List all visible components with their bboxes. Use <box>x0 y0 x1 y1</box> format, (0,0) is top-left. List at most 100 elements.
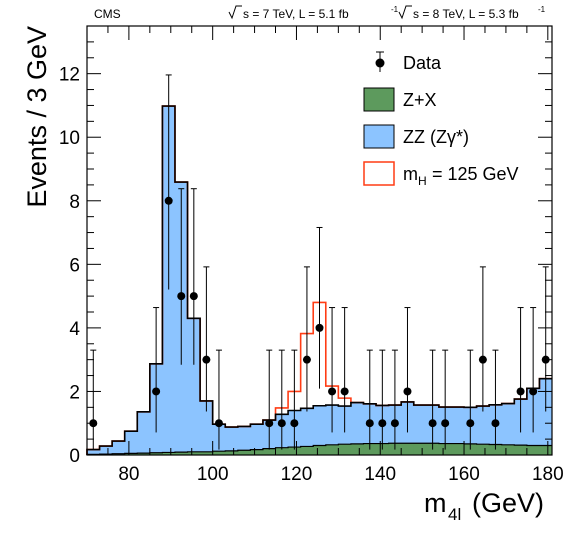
zx-bar <box>401 443 415 455</box>
y-tick-label: 10 <box>59 128 80 149</box>
x-tick-label: 160 <box>448 464 480 485</box>
zx-bar <box>501 444 515 455</box>
experiment-label: CMS <box>94 7 121 21</box>
zz-bar <box>350 402 364 444</box>
zx-bar <box>451 443 465 455</box>
y-tick-label: 6 <box>69 255 80 276</box>
legend-item-higgs: m H = 125 GeV <box>363 161 519 188</box>
data-point <box>365 419 374 428</box>
data-point <box>378 419 387 428</box>
legend-item-zz: ZZ (Zγ*) <box>363 124 469 149</box>
data-point <box>441 419 450 428</box>
zz-bar <box>300 408 314 447</box>
x-tick-label: 120 <box>281 464 313 485</box>
svg-text:m: m <box>424 488 447 518</box>
data-point <box>189 292 198 301</box>
zx-bar <box>325 444 339 455</box>
data-point <box>265 419 274 428</box>
zx-bar <box>288 447 302 455</box>
zx-bar <box>514 445 528 455</box>
data-points <box>89 74 550 450</box>
zx-bar <box>162 452 176 455</box>
zx-bar <box>350 443 364 455</box>
legend: Data Z+X ZZ (Zγ*) m H = 125 GeV <box>363 51 519 188</box>
zz-bar <box>87 449 100 455</box>
zz-bar <box>225 427 239 451</box>
data-point <box>516 387 525 396</box>
zz-bar <box>313 405 327 446</box>
zx-bar <box>338 444 352 455</box>
zz-bar <box>501 403 515 445</box>
energy-label-8tev: s = 8 TeV, L = 5.3 fb -1 <box>398 5 546 21</box>
svg-text:-1: -1 <box>538 5 546 14</box>
data-point <box>466 419 475 428</box>
svg-text:Data: Data <box>403 53 442 73</box>
zx-bar <box>112 453 126 455</box>
svg-text:m: m <box>403 164 418 184</box>
axis-tick-labels: 80 100 120 140 160 180 0 2 4 6 8 10 12 <box>59 65 564 485</box>
axis-ticks <box>86 26 552 456</box>
zz-bar <box>137 411 151 454</box>
legend-item-data: Data <box>375 51 442 73</box>
zx-bar <box>174 452 188 455</box>
zx-bar <box>300 446 314 455</box>
zx-bar <box>313 445 327 455</box>
zx-bar <box>124 453 138 455</box>
data-point <box>529 387 538 396</box>
zx-bar <box>539 445 553 455</box>
data-point <box>390 419 399 428</box>
zz-bar <box>451 407 465 444</box>
x-tick-label: 180 <box>532 464 564 485</box>
data-point <box>152 387 161 396</box>
data-point <box>340 387 349 396</box>
y-tick-label: 8 <box>69 192 80 213</box>
zx-bar <box>250 449 264 455</box>
energy-label-7tev: s = 7 TeV, L = 5.1 fb -1 <box>228 5 399 21</box>
zz-bar <box>250 424 264 450</box>
zz-bar <box>124 431 138 454</box>
y-tick-label: 4 <box>69 319 80 340</box>
y-tick-label: 12 <box>59 65 80 86</box>
plot-frame <box>86 25 553 456</box>
y-axis-title: Events / 3 GeV <box>22 26 52 208</box>
svg-text:(GeV): (GeV) <box>472 488 544 518</box>
data-point <box>290 419 299 428</box>
zz-bar <box>413 405 427 444</box>
zz-bar <box>187 318 201 452</box>
zz-bar <box>476 406 490 445</box>
zz-bar <box>99 446 113 455</box>
zx-bar <box>200 451 214 455</box>
zz-swatch-icon <box>363 124 395 149</box>
zx-bar <box>149 452 163 455</box>
zx-outline <box>86 442 552 455</box>
zx-swatch-icon <box>363 87 395 112</box>
data-point <box>302 355 311 364</box>
data-marker-icon <box>375 58 385 68</box>
x-tick-label: 100 <box>197 464 229 485</box>
histogram-outlines <box>86 105 552 455</box>
zz-bar <box>237 426 251 451</box>
zz-outline <box>86 105 552 455</box>
data-point <box>328 387 337 396</box>
y-tick-label: 2 <box>69 382 80 403</box>
data-point <box>315 323 324 332</box>
x-tick-label: 80 <box>118 464 139 485</box>
zx-bar <box>489 444 503 455</box>
data-point <box>214 419 223 428</box>
svg-text:H: H <box>418 174 427 188</box>
data-point <box>177 292 186 301</box>
legend-item-zx: Z+X <box>363 87 437 112</box>
zx-bar <box>413 443 427 455</box>
svg-text:s = 8 TeV, L = 5.3 fb: s = 8 TeV, L = 5.3 fb <box>413 7 519 21</box>
data-point <box>164 196 173 205</box>
zx-bar <box>526 445 540 455</box>
data-point <box>478 355 487 364</box>
zx-bar <box>476 444 490 455</box>
y-tick-label: 0 <box>69 446 80 467</box>
zx-bar <box>225 450 239 455</box>
data-point <box>202 355 211 364</box>
zx-bar <box>187 451 201 455</box>
x-tick-label: 140 <box>364 464 396 485</box>
data-point <box>491 419 500 428</box>
